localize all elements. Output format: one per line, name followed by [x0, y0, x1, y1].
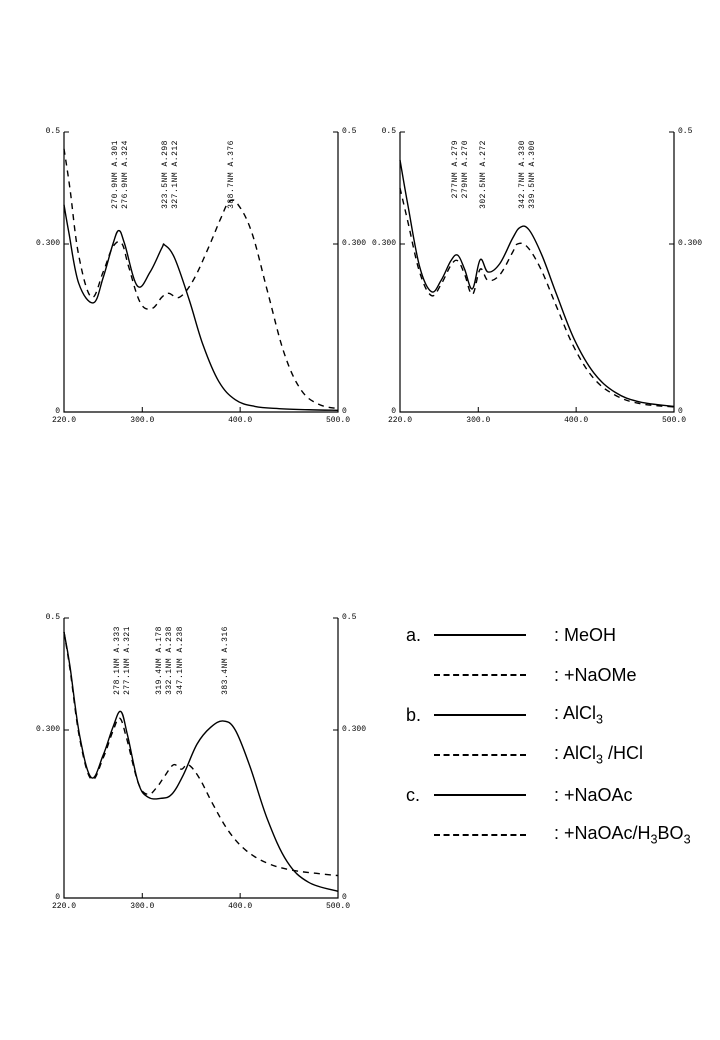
peak-label: 277NM A.279 [451, 140, 460, 198]
x-tick-label: 220.0 [44, 902, 84, 911]
spectrum-panel-b: 000.3000.3000.50.5220.0300.0400.0500.027… [372, 124, 692, 434]
x-tick-label: 220.0 [44, 416, 84, 425]
peak-label: 388.7NM A.376 [227, 140, 236, 209]
legend-key: b. [406, 705, 434, 726]
peak-label: 347.1NM A.238 [176, 626, 185, 695]
spectrum-svg [36, 124, 356, 434]
peak-label: 277.1NM A.321 [123, 626, 132, 695]
legend-label: : AlCl3 [554, 703, 603, 727]
spectrum-trace [400, 188, 674, 407]
legend-key: c. [406, 785, 434, 806]
y-tick-label: 0 [678, 407, 708, 416]
legend-line-dashed [434, 834, 526, 836]
legend-line-dashed [434, 674, 526, 676]
legend-row: : AlCl3 /HCl [406, 744, 691, 766]
y-tick-label: 0.300 [342, 725, 372, 734]
spectrum-panel-a: 000.3000.3000.50.5220.0300.0400.0500.027… [36, 124, 356, 434]
peak-label: 278.1NM A.333 [113, 626, 122, 695]
spectrum-svg [36, 610, 356, 920]
y-tick-label: 0.300 [30, 725, 60, 734]
x-tick-label: 400.0 [220, 902, 260, 911]
y-tick-label: 0.5 [342, 613, 372, 622]
legend-line-solid [434, 794, 526, 796]
y-tick-label: 0.5 [30, 613, 60, 622]
x-tick-label: 500.0 [318, 416, 358, 425]
peak-label: 302.5NM A.272 [479, 140, 488, 209]
legend-row: c. : +NaOAc [406, 784, 691, 806]
legend-row: : +NaOMe [406, 664, 691, 686]
peak-label: 279NM A.270 [461, 140, 470, 198]
peak-label: 323.5NM A.298 [161, 140, 170, 209]
spectrum-trace [64, 632, 338, 876]
legend-label: : MeOH [554, 625, 616, 646]
y-tick-label: 0.300 [30, 239, 60, 248]
legend-row: : +NaOAc/H3BO3 [406, 824, 691, 846]
spectrum-trace [400, 160, 674, 406]
y-tick-label: 0 [366, 407, 396, 416]
y-tick-label: 0 [30, 407, 60, 416]
y-tick-label: 0 [342, 893, 372, 902]
legend-label: : +NaOAc/H3BO3 [554, 823, 691, 847]
x-tick-label: 300.0 [458, 416, 498, 425]
legend-key: a. [406, 625, 434, 646]
legend-line-solid [434, 634, 526, 636]
spectrum-trace [64, 205, 338, 411]
peak-label: 332.1NM A.238 [165, 626, 174, 695]
x-tick-label: 400.0 [220, 416, 260, 425]
peak-label: 342.7NM A.330 [518, 140, 527, 209]
peak-label: 383.4NM A.316 [221, 626, 230, 695]
y-tick-label: 0.5 [30, 127, 60, 136]
peak-label: 319.4NM A.178 [155, 626, 164, 695]
peak-label: 270.9NM A.301 [111, 140, 120, 209]
legend-label: : +NaOMe [554, 665, 637, 686]
peak-label: 339.5NM A.300 [528, 140, 537, 209]
spectrum-trace [64, 149, 338, 409]
y-tick-label: 0.5 [366, 127, 396, 136]
x-tick-label: 500.0 [654, 416, 694, 425]
y-tick-label: 0.300 [678, 239, 708, 248]
peak-label: 327.1NM A.212 [171, 140, 180, 209]
peak-label: 276.9NM A.324 [121, 140, 130, 209]
y-tick-label: 0.5 [678, 127, 708, 136]
y-tick-label: 0.300 [366, 239, 396, 248]
legend-label: : +NaOAc [554, 785, 633, 806]
legend-line-dashed [434, 754, 526, 756]
legend-label: : AlCl3 /HCl [554, 743, 643, 767]
legend-row: a. : MeOH [406, 624, 691, 646]
spectrum-trace [64, 632, 338, 891]
x-tick-label: 300.0 [122, 416, 162, 425]
x-tick-label: 220.0 [380, 416, 420, 425]
spectrum-panel-c: 000.3000.3000.50.5220.0300.0400.0500.027… [36, 610, 356, 920]
x-tick-label: 300.0 [122, 902, 162, 911]
y-tick-label: 0 [30, 893, 60, 902]
x-tick-label: 400.0 [556, 416, 596, 425]
x-tick-label: 500.0 [318, 902, 358, 911]
legend: a. : MeOH : +NaOMe b. : AlCl3 : AlCl3 /HCl c.:… [406, 624, 691, 864]
legend-row: b. : AlCl3 [406, 704, 691, 726]
legend-line-solid [434, 714, 526, 716]
